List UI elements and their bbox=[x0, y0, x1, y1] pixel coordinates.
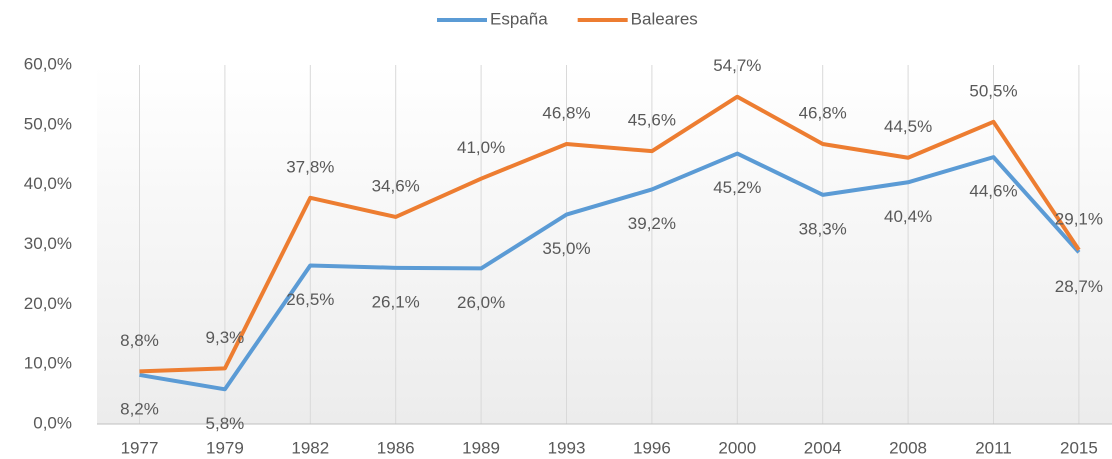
x-tick-label: 1982 bbox=[291, 438, 329, 457]
data-label: 50,5% bbox=[969, 81, 1017, 100]
x-tick-label: 1989 bbox=[462, 438, 500, 457]
data-label: 8,2% bbox=[120, 399, 159, 418]
data-label: 26,5% bbox=[286, 290, 334, 309]
data-label: 40,4% bbox=[884, 207, 932, 226]
y-tick-label: 40,0% bbox=[24, 174, 72, 193]
data-label: 46,8% bbox=[542, 103, 590, 122]
data-label: 44,5% bbox=[884, 117, 932, 136]
x-tick-label: 2000 bbox=[718, 438, 756, 457]
series-line bbox=[139, 94, 1081, 374]
x-tick-label: 2008 bbox=[889, 438, 927, 457]
data-label: 35,0% bbox=[542, 239, 590, 258]
x-tick-label: 2011 bbox=[975, 438, 1012, 457]
data-label: 54,7% bbox=[713, 56, 761, 75]
data-label: 8,8% bbox=[120, 331, 159, 350]
legend-label: Baleares bbox=[631, 9, 698, 28]
y-tick-label: 30,0% bbox=[24, 234, 72, 253]
data-label: 5,8% bbox=[206, 414, 245, 433]
x-tick-label: 1986 bbox=[377, 438, 415, 457]
data-label: 29,1% bbox=[1055, 209, 1103, 228]
data-label: 9,3% bbox=[206, 328, 245, 347]
series-line bbox=[139, 151, 1081, 392]
data-label: 38,3% bbox=[799, 219, 847, 238]
x-tick-label: 2004 bbox=[804, 438, 842, 457]
data-label: 41,0% bbox=[457, 138, 505, 157]
data-label: 45,6% bbox=[628, 111, 676, 130]
x-tick-label: 1979 bbox=[206, 438, 244, 457]
y-tick-label: 0,0% bbox=[33, 413, 72, 432]
y-tick-label: 50,0% bbox=[24, 114, 72, 133]
y-tick-label: 20,0% bbox=[24, 294, 72, 313]
data-label: 37,8% bbox=[286, 157, 334, 176]
x-tick-label: 1977 bbox=[121, 438, 159, 457]
data-label: 44,6% bbox=[969, 182, 1017, 201]
data-label: 46,8% bbox=[799, 103, 847, 122]
legend-label: España bbox=[490, 9, 548, 28]
data-label: 26,0% bbox=[457, 293, 505, 312]
x-tick-label: 2015 bbox=[1060, 438, 1098, 457]
x-tick-label: 1993 bbox=[548, 438, 586, 457]
data-label: 45,2% bbox=[713, 178, 761, 197]
data-label: 26,1% bbox=[372, 292, 420, 311]
data-label: 34,6% bbox=[372, 176, 420, 195]
plot-area bbox=[97, 65, 1112, 424]
y-tick-label: 60,0% bbox=[24, 54, 72, 73]
data-label: 28,7% bbox=[1055, 277, 1103, 296]
x-tick-label: 1996 bbox=[633, 438, 671, 457]
y-tick-label: 10,0% bbox=[24, 354, 72, 373]
data-label: 39,2% bbox=[628, 214, 676, 233]
